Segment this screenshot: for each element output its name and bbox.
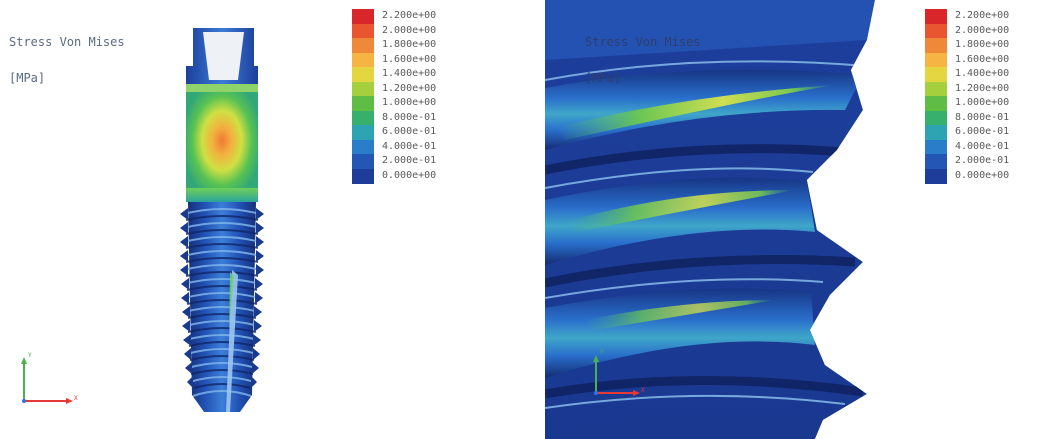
- thread-band-3: [545, 288, 815, 378]
- left-implant-render: [21, 28, 264, 412]
- thread-shadows: [185, 215, 259, 389]
- right-legend-swatch: [925, 110, 947, 126]
- right-legend-swatch: [925, 96, 947, 111]
- thread-grooves: [545, 144, 864, 399]
- left-legend-swatch: [352, 168, 374, 184]
- right-legend-swatch: [925, 38, 947, 53]
- abutment-inner-socket: [203, 32, 244, 80]
- right-legend-tick-label: 1.200e+00: [955, 82, 1010, 94]
- right-legend-swatch: [925, 154, 947, 169]
- right-plot-title: Stress Von Mises [MPa]: [585, 12, 701, 108]
- left-legend-swatch: [352, 110, 374, 126]
- thread-rims: [545, 60, 868, 409]
- right-legend-swatch: [925, 23, 947, 39]
- right-legend-tick-label: 6.000e-01: [955, 126, 1010, 137]
- left-legend-tick-label: 6.000e-01: [382, 126, 437, 137]
- left-legend-tick-label: 0.000e+00: [382, 169, 437, 181]
- right-x-axis-label: X: [641, 387, 645, 394]
- groove-stress-spot: [229, 272, 234, 330]
- abutment-collar: [186, 188, 258, 202]
- right-legend-tick-label: 1.000e+00: [955, 97, 1010, 108]
- right-legend-swatch: [925, 9, 947, 24]
- right-legend-tick-label: 0.000e+00: [955, 169, 1010, 181]
- left-legend-swatch: [352, 52, 374, 68]
- right-title-line1: Stress Von Mises: [585, 35, 701, 49]
- right-legend-swatch: [925, 81, 947, 97]
- right-legend-tick-label: 8.000e-01: [955, 111, 1010, 123]
- left-y-axis-label: Y: [28, 352, 32, 359]
- right-legend-swatch: [925, 139, 947, 155]
- left-legend-tick-label: 8.000e-01: [382, 111, 437, 123]
- thread-band-2-stress: [565, 190, 795, 232]
- left-legend-colorbar: [352, 9, 374, 184]
- left-legend-tick-label: 2.000e-01: [382, 155, 437, 166]
- right-legend-tick-label: 2.000e-01: [955, 155, 1010, 166]
- right-panel: Stress Von Mises [MPa] Y X 2.200e+00 2.00…: [545, 0, 1037, 439]
- thread-band-1-stress: [555, 85, 835, 140]
- right-legend-swatch: [925, 125, 947, 140]
- thread-teeth: [180, 208, 264, 388]
- left-legend-swatch: [352, 38, 374, 53]
- right-legend-tick-label: 4.000e-01: [955, 140, 1010, 152]
- left-legend-tick-label: 1.000e+00: [382, 97, 437, 108]
- right-thread-closeup-render: [545, 0, 1037, 439]
- left-legend-swatch: [352, 67, 374, 82]
- left-legend-swatch: [352, 96, 374, 111]
- right-legend-tick-label: 2.000e+00: [955, 24, 1010, 36]
- profile-background: [807, 0, 1037, 439]
- left-x-axis-label: X: [74, 395, 78, 402]
- left-plot-title: Stress Von Mises [MPa]: [9, 12, 125, 108]
- right-legend-tick-label: 1.600e+00: [955, 53, 1010, 65]
- right-title-unit: [MPa]: [585, 71, 622, 85]
- right-legend-swatch: [925, 67, 947, 82]
- left-legend-swatch: [352, 23, 374, 39]
- right-legend-colorbar: [925, 9, 947, 184]
- left-legend-swatch: [352, 81, 374, 97]
- left-legend-tick-label: 2.000e+00: [382, 24, 437, 36]
- axis-triad: [593, 355, 640, 396]
- left-title-line1: Stress Von Mises: [9, 35, 125, 49]
- thread-band-3-stress: [585, 300, 775, 330]
- right-legend-tick-label: 1.800e+00: [955, 39, 1010, 50]
- left-legend-tick-label: 2.200e+00: [382, 10, 437, 21]
- left-legend-tick-label: 1.600e+00: [382, 53, 437, 65]
- abutment-head-stress: [186, 92, 258, 200]
- left-legend-tick-label: 1.200e+00: [382, 82, 437, 94]
- thread-band-2: [545, 177, 815, 265]
- right-legend-swatch: [925, 168, 947, 184]
- abutment-rim: [186, 84, 258, 94]
- vertical-groove: [226, 270, 238, 412]
- right-legend-swatch: [925, 52, 947, 68]
- thread-ridges: [183, 208, 261, 397]
- axis-triad: [21, 357, 73, 404]
- left-panel: Stress Von Mises [MPa]: [9, 9, 437, 412]
- left-legend-swatch: [352, 125, 374, 140]
- left-legend-swatch: [352, 154, 374, 169]
- left-legend-swatch: [352, 139, 374, 155]
- right-legend-tick-label: 2.200e+00: [955, 10, 1010, 21]
- left-legend-swatch: [352, 9, 374, 24]
- upper-surface: [545, 0, 875, 60]
- right-y-axis-label: Y: [600, 349, 604, 356]
- left-legend-tick-label: 1.400e+00: [382, 68, 437, 79]
- left-title-unit: [MPa]: [9, 71, 46, 85]
- left-legend-tick-label: 4.000e-01: [382, 140, 437, 152]
- left-legend-tick-label: 1.800e+00: [382, 39, 437, 50]
- right-legend-tick-label: 1.400e+00: [955, 68, 1010, 79]
